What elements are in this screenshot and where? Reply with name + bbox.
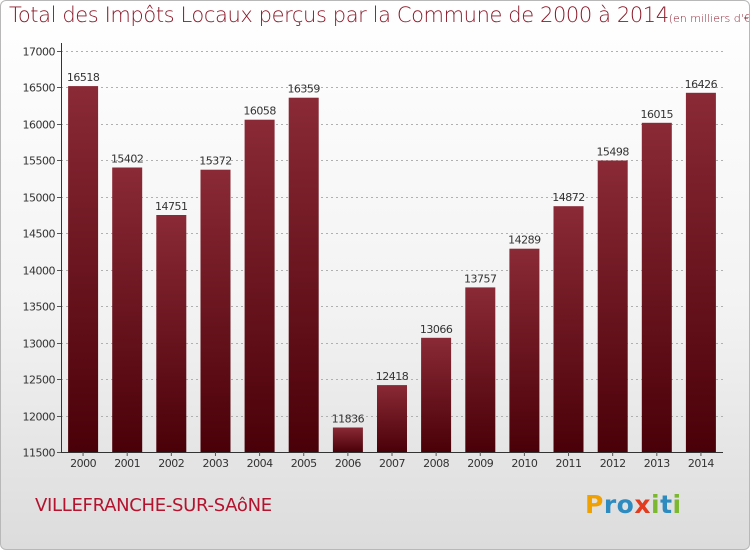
- y-tick-label: 12500: [23, 374, 56, 387]
- y-tick-label: 14500: [23, 228, 56, 241]
- logo-letter: x: [634, 490, 651, 519]
- bar-value-label: 14289: [508, 234, 541, 247]
- bar: [421, 337, 452, 452]
- bar: [597, 160, 628, 452]
- x-tick-label: 2013: [644, 457, 670, 470]
- bar-value-label: 15498: [596, 146, 629, 159]
- bar: [332, 427, 363, 452]
- x-tick-label: 2004: [247, 457, 273, 470]
- x-tick-label: 2005: [291, 457, 317, 470]
- x-axis: 2000 2001 2002 2003 2004 2005 2006 2007 2008 2009…: [61, 452, 723, 470]
- x-tick-label: 2000: [70, 457, 96, 470]
- bar: [509, 248, 540, 452]
- x-tick-label: 2001: [114, 457, 140, 470]
- chart-title-main: Total des Impôts Locaux perçus par la Co…: [9, 3, 669, 27]
- x-tick-label: 2003: [203, 457, 229, 470]
- bar-value-label: 16015: [641, 108, 674, 121]
- bar-value-label: 13066: [420, 323, 453, 336]
- bar: [68, 86, 99, 452]
- bar: [112, 167, 143, 452]
- bar-value-label: 12418: [376, 370, 409, 383]
- bar-value-label: 14872: [552, 191, 585, 204]
- bar: [377, 385, 407, 452]
- logo-letter: o: [616, 490, 635, 519]
- x-tick-label: 2008: [423, 457, 449, 470]
- y-tick-label: 13500: [23, 301, 56, 314]
- x-tick-label: 2002: [158, 457, 184, 470]
- x-tick-label: 2007: [379, 457, 405, 470]
- bar-value-label: 16426: [685, 78, 718, 91]
- commune-name: VILLEFRANCHE-SUR-SAôNE: [35, 495, 272, 516]
- chart-title-unit: (en milliers d'€): [668, 12, 750, 25]
- chart-title: Total des Impôts Locaux perçus par la Co…: [9, 3, 750, 27]
- x-tick-label: 2011: [556, 457, 582, 470]
- y-tick-label: 12000: [23, 411, 56, 424]
- x-tick-label: 2012: [600, 457, 626, 470]
- bar: [288, 97, 319, 452]
- y-tick-label: 15500: [23, 155, 56, 168]
- y-tick-label: 16000: [23, 119, 56, 132]
- y-tick-label: 17000: [23, 46, 56, 59]
- logo-letter: t: [660, 490, 673, 519]
- bar-value-label: 14751: [155, 200, 188, 213]
- bar-value-label: 16359: [287, 83, 320, 96]
- bar-value-label: 11836: [332, 413, 365, 426]
- x-tick-label: 2006: [335, 457, 361, 470]
- proxiti-logo: Proxiti: [585, 490, 682, 519]
- x-tick-label: 2009: [467, 457, 493, 470]
- y-axis: 11500 12000 12500 13000 13500 14000 14500 15000…: [23, 43, 62, 460]
- y-tick-label: 11500: [23, 447, 56, 460]
- y-tick-label: 15000: [23, 192, 56, 205]
- logo-letter: i: [672, 490, 682, 519]
- bar: [156, 215, 187, 452]
- bar: [465, 287, 496, 452]
- x-tick-label: 2014: [688, 457, 714, 470]
- bar: [641, 122, 672, 453]
- bar: [244, 119, 275, 452]
- x-tick-label: 2010: [511, 457, 537, 470]
- bar: [553, 206, 584, 452]
- logo-letter: r: [603, 490, 617, 519]
- bar-value-label: 16058: [243, 105, 276, 118]
- bar: [685, 92, 716, 453]
- bar-value-label: 15372: [199, 155, 232, 168]
- bar-value-label: 15402: [111, 153, 144, 166]
- y-tick-label: 16500: [23, 82, 56, 95]
- bar-value-label: 16518: [67, 71, 100, 84]
- bar-value-label: 13757: [464, 272, 497, 285]
- y-tick-label: 14000: [23, 265, 56, 278]
- y-tick-label: 13000: [23, 338, 56, 351]
- logo-letter: i: [651, 490, 661, 519]
- bars: 16518 15402 14751 15372 16058 16359 11836 12418…: [67, 71, 718, 453]
- bar: [200, 169, 231, 452]
- logo-letter: P: [585, 490, 604, 519]
